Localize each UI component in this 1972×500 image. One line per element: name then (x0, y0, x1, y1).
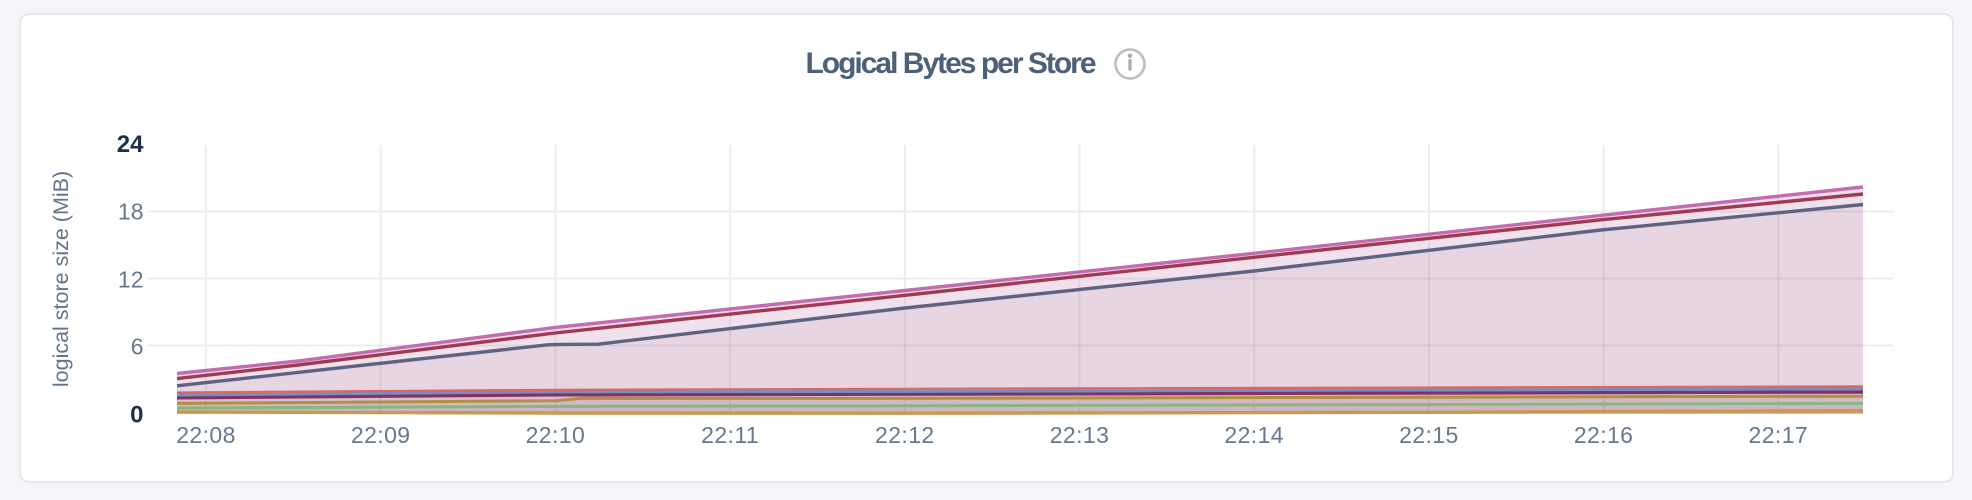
svg-text:22:09: 22:09 (351, 422, 411, 448)
svg-text:logical store size (MiB): logical store size (MiB) (49, 171, 73, 387)
svg-text:24: 24 (117, 131, 144, 158)
svg-text:12: 12 (118, 266, 144, 292)
svg-text:18: 18 (118, 198, 144, 224)
svg-text:Logical Bytes per Store: Logical Bytes per Store (805, 47, 1095, 80)
svg-text:22:14: 22:14 (1224, 422, 1284, 448)
svg-text:22:10: 22:10 (526, 422, 586, 448)
svg-text:22:16: 22:16 (1574, 422, 1634, 448)
svg-text:22:13: 22:13 (1050, 422, 1110, 448)
svg-text:22:08: 22:08 (176, 422, 236, 448)
svg-text:6: 6 (131, 333, 144, 359)
svg-text:22:12: 22:12 (875, 422, 935, 448)
svg-text:22:15: 22:15 (1399, 422, 1459, 448)
svg-text:22:17: 22:17 (1749, 422, 1809, 448)
svg-text:22:11: 22:11 (701, 422, 759, 448)
svg-text:0: 0 (130, 402, 143, 429)
